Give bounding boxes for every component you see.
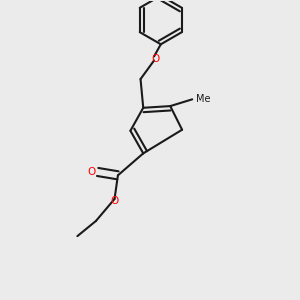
Text: O: O bbox=[110, 196, 119, 206]
Text: O: O bbox=[151, 54, 159, 64]
Text: O: O bbox=[87, 167, 96, 177]
Text: Me: Me bbox=[196, 94, 210, 104]
